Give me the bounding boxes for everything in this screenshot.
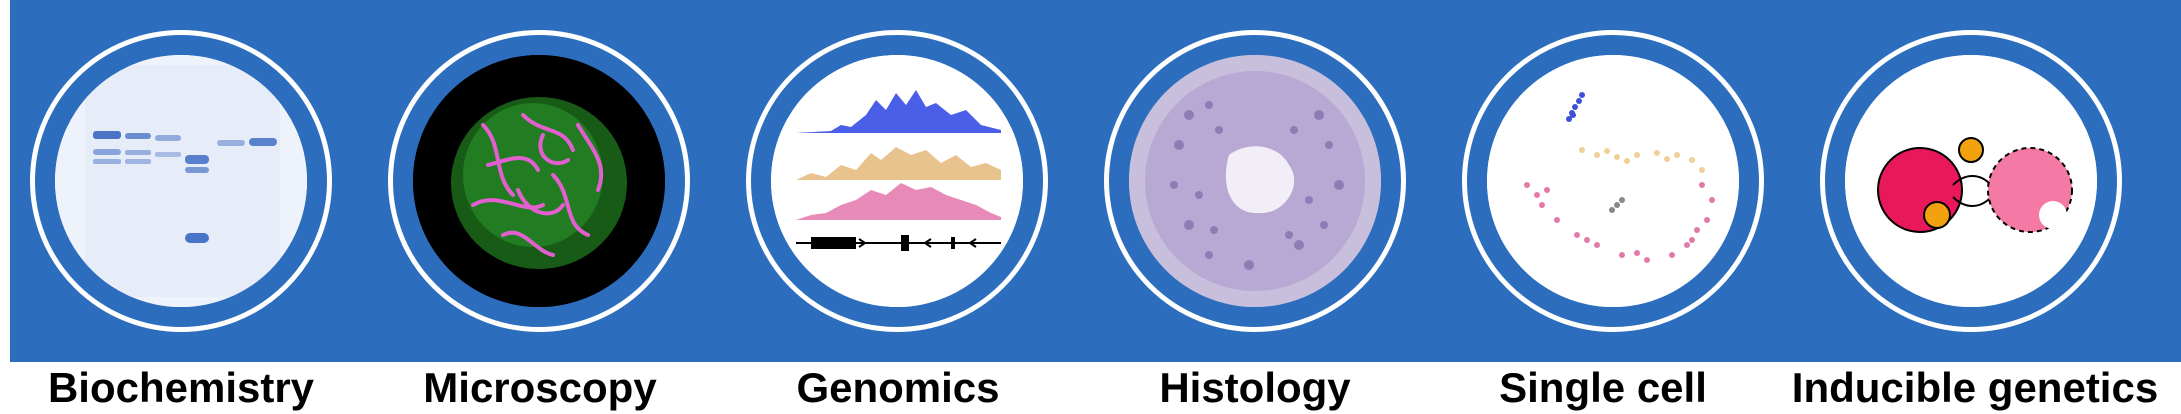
panel-ring [1820, 30, 2122, 332]
panel-histology [1104, 30, 1406, 332]
label-single-cell: Single cell [1499, 364, 1707, 411]
panel-ring [1104, 30, 1406, 332]
umap-plot-icon [1487, 55, 1739, 307]
panel-ring [746, 30, 1048, 332]
panel-genomics [746, 30, 1048, 332]
panel-ring [30, 30, 332, 332]
panel-ring [1462, 30, 1764, 332]
panel-ring [388, 30, 690, 332]
inducible-dimer-icon [1845, 55, 2097, 307]
panel-single-cell [1462, 30, 1764, 332]
tissue-section-icon [1129, 55, 1381, 307]
label-biochemistry: Biochemistry [47, 364, 315, 411]
label-microscopy: Microscopy [423, 364, 657, 411]
panel-inducible-genetics [1820, 30, 2122, 332]
label-genomics: Genomics [796, 364, 1000, 411]
label-histology: Histology [1159, 364, 1351, 411]
chromosome-spread-icon [413, 55, 665, 307]
panel-microscopy [388, 30, 690, 332]
panel-biochemistry [30, 30, 332, 332]
blue-banner [10, 0, 2181, 362]
label-inducible-genetics: Inducible genetics [1791, 364, 2159, 411]
genome-track-icon [771, 55, 1023, 307]
sds-gel-icon [55, 55, 307, 307]
